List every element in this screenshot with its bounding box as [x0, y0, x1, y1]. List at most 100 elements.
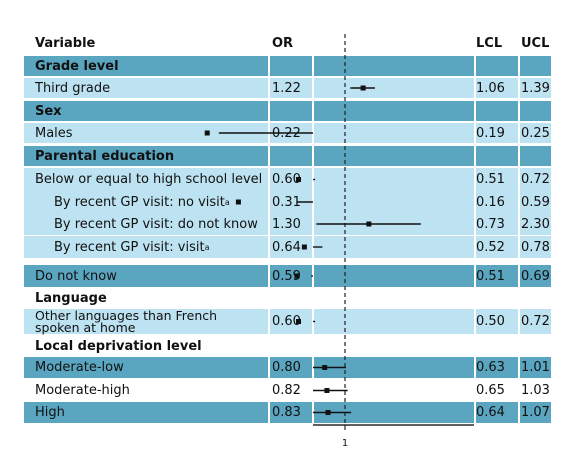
header-lcl: LCL — [476, 35, 503, 51]
column-separator — [474, 236, 476, 258]
cell-or: 0.82 — [272, 383, 301, 398]
x-tick-label: 1 — [342, 438, 348, 449]
cell-lcl: 0.16 — [476, 194, 505, 210]
data-row-moderate-low: Moderate-low 0.80 0.63 1.01 — [24, 357, 551, 378]
column-separator — [518, 56, 520, 76]
section-label: Parental education — [35, 148, 175, 164]
header-or: OR — [272, 35, 294, 51]
row-label: By recent GP visit: visit a — [54, 239, 210, 255]
cell-ucl: 0.59 — [521, 194, 550, 210]
data-row-below-or-equal-to-high-school-level: Below or equal to high school level 0.60 0… — [24, 168, 551, 191]
row-label: Do not know — [35, 268, 117, 284]
row-label: Moderate-high — [35, 383, 130, 398]
cell-lcl: 0.51 — [476, 268, 505, 284]
footnote-marker: a — [204, 242, 210, 252]
column-separator — [518, 191, 520, 213]
section-label: Local deprivation level — [35, 338, 202, 354]
section-row-grade-level: Grade level — [24, 56, 551, 76]
cell-ucl: 0.72 — [521, 314, 550, 329]
cell-or: 0.80 — [272, 360, 301, 375]
row-label: Moderate-low — [35, 360, 124, 375]
column-separator — [312, 336, 314, 356]
column-separator — [268, 56, 270, 76]
column-separator — [518, 146, 520, 166]
cell-or: 1.30 — [272, 216, 301, 232]
column-separator — [518, 309, 520, 334]
column-separator — [474, 265, 476, 287]
section-row-local-deprivation-level: Local deprivation level — [24, 336, 551, 356]
column-separator — [518, 168, 520, 191]
column-separator — [268, 101, 270, 121]
cell-or: 0.64 — [272, 239, 301, 255]
column-separator — [268, 146, 270, 166]
data-row-other-languages-than-french-spoken-at-home: Other languages than French spoken at ho… — [24, 309, 551, 334]
cell-lcl: 0.51 — [476, 172, 505, 187]
data-row-moderate-high: Moderate-high 0.82 0.65 1.03 — [24, 380, 551, 401]
column-separator — [518, 402, 520, 423]
column-separator — [312, 191, 314, 213]
section-row-language: Language — [24, 288, 551, 308]
column-separator — [312, 146, 314, 166]
column-separator — [518, 123, 520, 143]
section-label: Language — [35, 290, 107, 306]
column-separator — [474, 402, 476, 423]
column-separator — [474, 56, 476, 76]
row-label: Below or equal to high school level — [35, 172, 263, 187]
column-separator — [474, 357, 476, 378]
cell-lcl: 0.64 — [476, 405, 505, 420]
column-separator — [268, 336, 270, 356]
column-separator — [474, 380, 476, 401]
column-separator — [268, 236, 270, 258]
cell-lcl: 0.50 — [476, 314, 505, 329]
column-separator — [518, 213, 520, 235]
column-separator — [312, 56, 314, 76]
cell-or: 1.22 — [272, 80, 301, 96]
section-label: Grade level — [35, 58, 119, 74]
cell-lcl: 0.19 — [476, 125, 505, 141]
row-label: By recent GP visit: no visit a — [54, 194, 230, 210]
header-row: Variable OR LCL UCL — [24, 32, 551, 54]
column-separator — [268, 191, 270, 213]
column-separator — [518, 236, 520, 258]
column-separator — [268, 380, 270, 401]
column-separator — [312, 123, 314, 143]
column-separator — [268, 168, 270, 191]
column-separator — [312, 78, 314, 98]
section-row-parental-education: Parental education — [24, 146, 551, 166]
cell-lcl: 0.52 — [476, 239, 505, 255]
column-separator — [312, 402, 314, 423]
cell-or: 0.60 — [272, 172, 301, 187]
column-separator — [312, 380, 314, 401]
cell-lcl: 1.06 — [476, 80, 505, 96]
section-label: Sex — [35, 103, 62, 119]
data-row-males: Males 0.22 0.19 0.25 — [24, 123, 551, 143]
column-separator — [312, 236, 314, 258]
data-row-by-recent-gp-visit-no-visit: By recent GP visit: no visit a 0.31 0.16 0.5… — [24, 191, 551, 213]
data-row-by-recent-gp-visit-visit: By recent GP visit: visit a 0.64 0.52 0.78 — [24, 236, 551, 258]
column-separator — [518, 380, 520, 401]
cell-ucl: 0.69 — [521, 268, 550, 284]
column-separator — [312, 168, 314, 191]
column-separator — [474, 146, 476, 166]
cell-or: 0.22 — [272, 125, 301, 141]
column-separator — [268, 213, 270, 235]
data-row-do-not-know: Do not know 0.59 0.51 0.69 — [24, 265, 551, 287]
row-label: Third grade — [35, 80, 111, 96]
cell-lcl: 0.63 — [476, 360, 505, 375]
column-separator — [312, 265, 314, 287]
column-separator — [268, 123, 270, 143]
column-separator — [518, 265, 520, 287]
row-label: High — [35, 405, 65, 420]
column-separator — [312, 309, 314, 334]
cell-or: 0.60 — [272, 314, 301, 329]
column-separator — [518, 78, 520, 98]
cell-ucl: 1.03 — [521, 383, 550, 398]
data-row-high: High 0.83 0.64 1.07 — [24, 402, 551, 423]
column-separator — [268, 78, 270, 98]
column-separator — [474, 101, 476, 121]
column-separator — [518, 336, 520, 356]
cell-ucl: 0.72 — [521, 172, 550, 187]
column-separator — [474, 123, 476, 143]
column-separator — [312, 288, 314, 308]
cell-ucl: 0.78 — [521, 239, 550, 255]
